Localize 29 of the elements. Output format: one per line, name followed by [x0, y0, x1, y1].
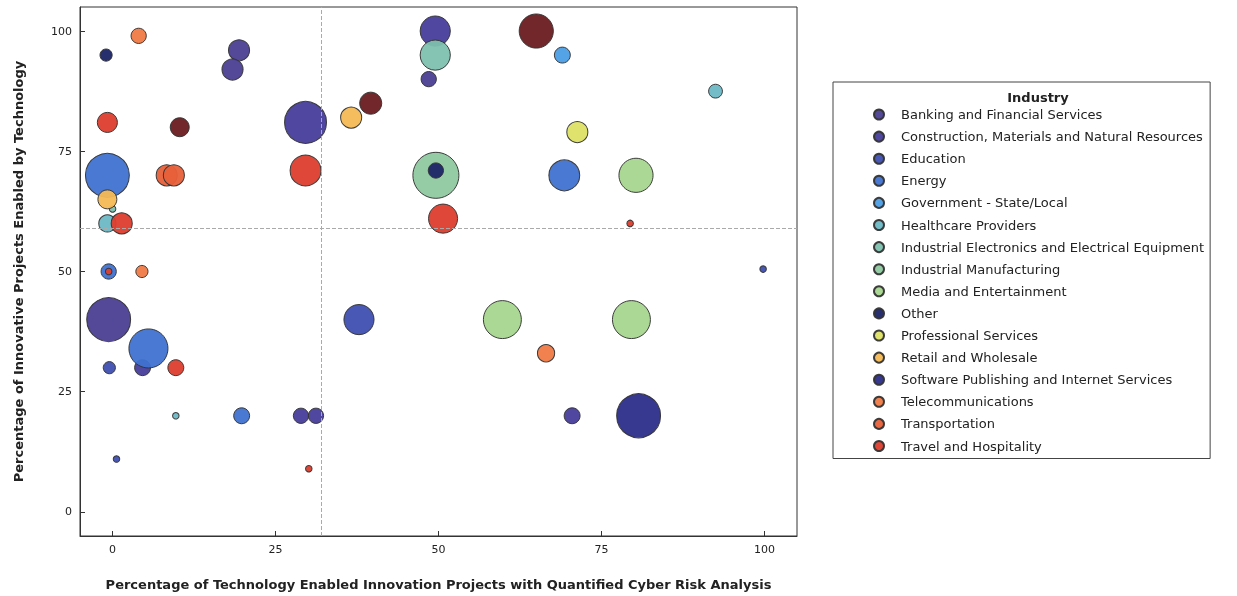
legend-label: Energy [901, 173, 947, 189]
y-tick-label: 100 [51, 24, 72, 38]
x-axis-title: Percentage of Technology Enabled Innovation Projects with Quantified Cyber Risk Analysis [105, 577, 772, 592]
x-tick-label: 25 [268, 543, 283, 556]
legend-label: Healthcare Providers [901, 217, 1037, 233]
y-tick-label: 25 [58, 385, 72, 399]
legend-label: Professional Services [901, 328, 1039, 343]
x-tick-label: 75 [594, 543, 609, 556]
legend-label: Transportation [900, 416, 995, 432]
legend-label: Telecommunications [900, 394, 1034, 410]
x-tick-label: 50 [431, 543, 446, 556]
y-tick-label: 50 [58, 265, 72, 278]
x-tick-label: 100 [753, 543, 775, 556]
legend-label: Education [901, 151, 966, 167]
legend-label: Banking and Financial Services [901, 107, 1103, 122]
legend-label: Government - State/Local [901, 195, 1068, 211]
legend-label: Media and Entertainment [901, 283, 1067, 299]
legend-title: Industry [1007, 90, 1070, 105]
legend-label: Software Publishing and Internet Services [901, 372, 1173, 388]
x-tick-label: 0 [109, 543, 117, 556]
legend-label: Industrial Manufacturing [901, 261, 1061, 277]
y-axis-title: Percentage of Innovative Projects Enabled by Technology [11, 60, 26, 483]
legend-label: Construction, Materials and Natural Resources [901, 129, 1204, 145]
y-tick-label: 0 [65, 505, 72, 519]
legend-label: Retail and Wholesale [901, 350, 1038, 366]
legend-label: Industrial Electronics and Electrical Equipment [901, 239, 1205, 255]
y-tick-label: 75 [58, 144, 72, 158]
legend-label: Other [901, 305, 939, 321]
legend-label: Travel and Hospitality [900, 438, 1043, 454]
